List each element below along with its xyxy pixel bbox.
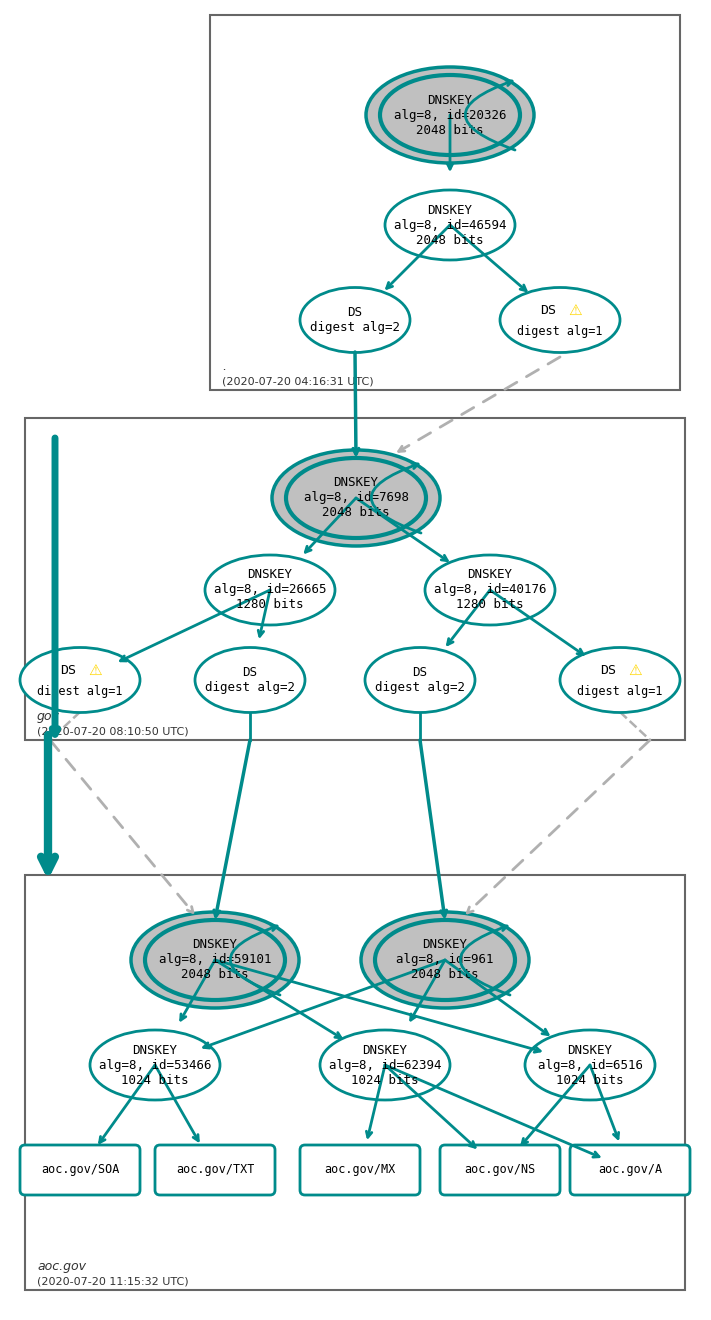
Text: digest alg=1: digest alg=1: [37, 685, 123, 698]
Text: DNSKEY
alg=8, id=40176
1280 bits: DNSKEY alg=8, id=40176 1280 bits: [434, 569, 546, 611]
Ellipse shape: [425, 554, 555, 624]
FancyBboxPatch shape: [440, 1144, 560, 1195]
Text: DNSKEY
alg=8, id=20326
2048 bits: DNSKEY alg=8, id=20326 2048 bits: [394, 94, 506, 136]
Text: DNSKEY
alg=8, id=6516
1024 bits: DNSKEY alg=8, id=6516 1024 bits: [538, 1044, 643, 1086]
FancyBboxPatch shape: [25, 875, 685, 1290]
Ellipse shape: [365, 648, 475, 713]
Ellipse shape: [380, 75, 520, 154]
Ellipse shape: [272, 450, 440, 546]
Ellipse shape: [131, 912, 299, 1008]
FancyBboxPatch shape: [300, 1144, 420, 1195]
Text: (2020-07-20 08:10:50 UTC): (2020-07-20 08:10:50 UTC): [37, 726, 188, 737]
Text: DS
digest alg=2: DS digest alg=2: [205, 667, 295, 694]
Text: DNSKEY
alg=8, id=46594
2048 bits: DNSKEY alg=8, id=46594 2048 bits: [394, 203, 506, 247]
Text: DS
digest alg=2: DS digest alg=2: [375, 667, 465, 694]
Text: aoc.gov/MX: aoc.gov/MX: [324, 1163, 395, 1176]
Ellipse shape: [205, 554, 335, 624]
Ellipse shape: [525, 1030, 655, 1100]
Text: DS: DS: [600, 664, 616, 676]
Text: DS: DS: [60, 664, 76, 676]
Ellipse shape: [361, 912, 529, 1008]
Text: aoc.gov: aoc.gov: [37, 1261, 86, 1272]
Text: aoc.gov/A: aoc.gov/A: [598, 1163, 662, 1176]
Text: DNSKEY
alg=8, id=53466
1024 bits: DNSKEY alg=8, id=53466 1024 bits: [99, 1044, 211, 1086]
Ellipse shape: [500, 288, 620, 352]
FancyBboxPatch shape: [570, 1144, 690, 1195]
Text: gov: gov: [37, 710, 60, 723]
Ellipse shape: [90, 1030, 220, 1100]
FancyBboxPatch shape: [210, 15, 680, 389]
Text: .: .: [222, 360, 226, 374]
Text: digest alg=1: digest alg=1: [577, 685, 663, 698]
Ellipse shape: [300, 288, 410, 352]
Text: DS
digest alg=2: DS digest alg=2: [310, 306, 400, 334]
Ellipse shape: [385, 190, 515, 260]
Text: aoc.gov/TXT: aoc.gov/TXT: [176, 1163, 255, 1176]
Text: DNSKEY
alg=8, id=26665
1280 bits: DNSKEY alg=8, id=26665 1280 bits: [214, 569, 326, 611]
Text: DNSKEY
alg=8, id=59101
2048 bits: DNSKEY alg=8, id=59101 2048 bits: [159, 939, 272, 982]
Ellipse shape: [560, 648, 680, 713]
Text: DS: DS: [540, 304, 556, 317]
Ellipse shape: [366, 67, 534, 162]
Ellipse shape: [286, 458, 426, 539]
Text: aoc.gov/NS: aoc.gov/NS: [464, 1163, 535, 1176]
Ellipse shape: [195, 648, 305, 713]
Text: digest alg=1: digest alg=1: [517, 326, 603, 338]
Ellipse shape: [145, 920, 285, 1001]
Text: DNSKEY
alg=8, id=961
2048 bits: DNSKEY alg=8, id=961 2048 bits: [396, 939, 493, 982]
Text: DNSKEY
alg=8, id=62394
1024 bits: DNSKEY alg=8, id=62394 1024 bits: [328, 1044, 442, 1086]
Ellipse shape: [375, 920, 515, 1001]
Text: DNSKEY
alg=8, id=7698
2048 bits: DNSKEY alg=8, id=7698 2048 bits: [304, 477, 409, 520]
Ellipse shape: [20, 648, 140, 713]
Text: aoc.gov/SOA: aoc.gov/SOA: [41, 1163, 119, 1176]
Text: (2020-07-20 11:15:32 UTC): (2020-07-20 11:15:32 UTC): [37, 1276, 188, 1286]
Ellipse shape: [320, 1030, 450, 1100]
Text: ⚠: ⚠: [568, 302, 582, 318]
Text: ⚠: ⚠: [628, 663, 641, 677]
FancyBboxPatch shape: [25, 418, 685, 741]
FancyBboxPatch shape: [155, 1144, 275, 1195]
Text: ⚠: ⚠: [88, 663, 102, 677]
FancyBboxPatch shape: [20, 1144, 140, 1195]
Text: (2020-07-20 04:16:31 UTC): (2020-07-20 04:16:31 UTC): [222, 376, 373, 385]
